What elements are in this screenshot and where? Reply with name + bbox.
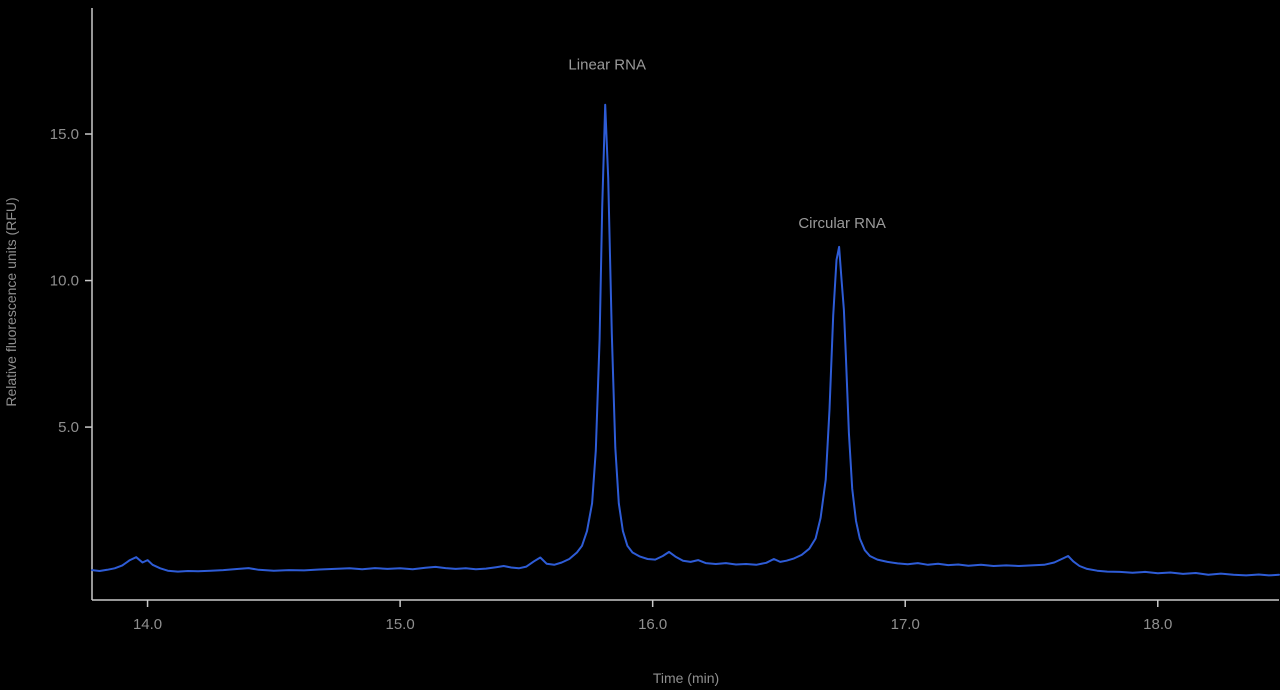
chromatogram-trace [91, 103, 1280, 577]
x-tick-label: 16.0 [638, 616, 667, 633]
y-tick-label: 15.0 [50, 126, 79, 143]
x-tick-label: 17.0 [891, 616, 920, 633]
y-axis-title: Relative fluorescence units (RFU) [3, 197, 19, 407]
peak-label: Linear RNA [568, 57, 646, 74]
peak-label: Circular RNA [798, 215, 886, 232]
x-axis-title: Time (min) [652, 670, 720, 686]
x-tick-label: 15.0 [386, 616, 415, 633]
x-tick-label: 18.0 [1143, 616, 1172, 633]
y-tick-label: 5.0 [58, 419, 79, 436]
y-tick-label: 10.0 [50, 273, 79, 290]
x-tick-label: 14.0 [133, 616, 162, 633]
